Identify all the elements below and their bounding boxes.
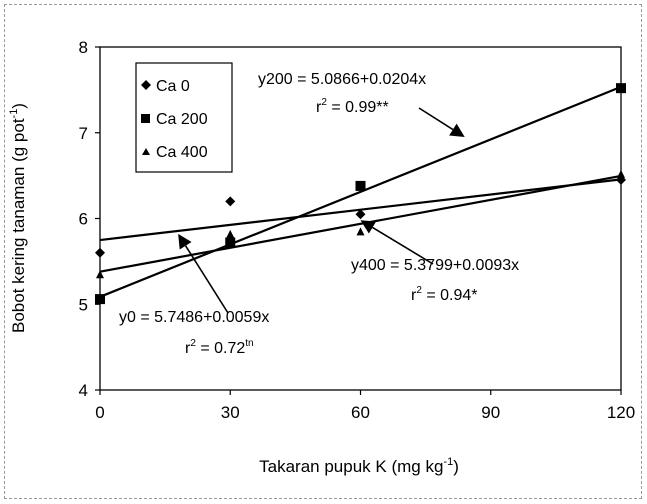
legend-box bbox=[135, 62, 233, 173]
regression-line-ca200 bbox=[99, 85, 622, 298]
annotation-y200: y200 = 5.0866+0.0204x r2 = 0.99** bbox=[258, 71, 426, 116]
annotation-arrow-line bbox=[418, 107, 454, 131]
legend: Ca 0 Ca 200 Ca 400 bbox=[135, 62, 233, 173]
annotation-arrow-head bbox=[178, 233, 192, 250]
y-axis-title-main: Bobot kering tanaman (g pot bbox=[9, 118, 28, 333]
annotation-arrow-head bbox=[360, 220, 377, 234]
annotation-y0: y0 = 5.7486+0.0059x r2 = 0.72tn bbox=[119, 309, 269, 357]
data-point-ca400 bbox=[617, 169, 625, 178]
plot-area: 4 5 6 7 8 0 30 60 90 120 bbox=[79, 38, 636, 422]
y-tick-label: 5 bbox=[79, 295, 88, 314]
annotation-arrow-line bbox=[184, 245, 229, 314]
annotation-y200-equation: y200 = 5.0866+0.0204x bbox=[258, 71, 426, 88]
annotation-y0-r2: r2 = 0.72tn bbox=[185, 338, 254, 357]
annotation-y400-equation: y400 = 5.3799+0.0093x bbox=[351, 257, 519, 274]
y-tick-label: 8 bbox=[79, 38, 88, 57]
y-axis-title-tail: ) bbox=[9, 103, 28, 109]
x-tick-label: 30 bbox=[221, 403, 240, 422]
annotation-arrow-line bbox=[372, 226, 434, 265]
data-point-ca400 bbox=[226, 229, 235, 238]
x-tick-label: 60 bbox=[351, 403, 370, 422]
legend-label-ca0: Ca 0 bbox=[156, 78, 190, 95]
annotation-y400: y400 = 5.3799+0.0093x r2 = 0.94* bbox=[351, 257, 519, 304]
x-tick-label: 120 bbox=[607, 403, 635, 422]
data-point-ca200 bbox=[616, 83, 626, 94]
data-point-ca0 bbox=[225, 196, 236, 207]
annotation-arrow-head bbox=[449, 123, 465, 138]
x-axis-title-sup: -1 bbox=[443, 456, 453, 468]
y-tick-label: 6 bbox=[79, 210, 88, 229]
x-tick-label: 0 bbox=[95, 403, 104, 422]
y-axis-title-sup: -1 bbox=[8, 109, 20, 119]
legend-marker-ca400 bbox=[142, 148, 150, 155]
annotation-y0-equation: y0 = 5.7486+0.0059x bbox=[119, 309, 269, 326]
legend-marker-ca200 bbox=[141, 114, 150, 123]
legend-marker-ca0 bbox=[141, 80, 151, 90]
y-tick-label: 4 bbox=[79, 381, 88, 400]
legend-label-ca400: Ca 400 bbox=[156, 144, 208, 161]
y-tick-label: 7 bbox=[79, 124, 88, 143]
annotation-y400-r2: r2 = 0.94* bbox=[411, 285, 478, 304]
data-point-ca400 bbox=[96, 270, 104, 279]
data-point-ca200 bbox=[95, 294, 105, 305]
regression-line-ca400 bbox=[99, 174, 622, 273]
x-axis-title-tail: ) bbox=[453, 457, 459, 476]
legend-label-ca200: Ca 200 bbox=[156, 111, 208, 128]
figure-frame bbox=[4, 4, 642, 499]
annotation-y200-r2: r2 = 0.99** bbox=[316, 97, 389, 116]
data-point-ca0 bbox=[355, 209, 366, 220]
data-point-ca0 bbox=[95, 247, 105, 258]
data-point-ca200 bbox=[355, 180, 366, 191]
x-tick-label: 90 bbox=[481, 403, 500, 422]
x-axis-title-main: Takaran pupuk K (mg kg bbox=[259, 457, 443, 476]
y-axis-title: Bobot kering tanaman (g pot-1) bbox=[8, 103, 28, 333]
data-point-ca200 bbox=[225, 237, 236, 248]
x-axis-title: Takaran pupuk K (mg kg-1) bbox=[259, 456, 459, 476]
data-point-ca400 bbox=[356, 227, 365, 236]
